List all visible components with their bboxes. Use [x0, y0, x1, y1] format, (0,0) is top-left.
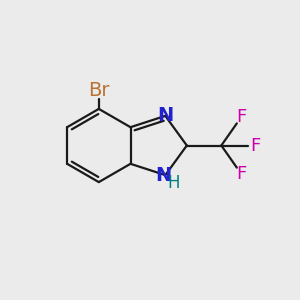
Text: H: H — [167, 174, 180, 192]
Text: F: F — [236, 108, 246, 126]
Text: Br: Br — [88, 81, 109, 100]
Text: F: F — [251, 136, 261, 154]
Text: N: N — [155, 166, 171, 184]
Text: F: F — [236, 165, 246, 183]
Text: N: N — [157, 106, 173, 125]
